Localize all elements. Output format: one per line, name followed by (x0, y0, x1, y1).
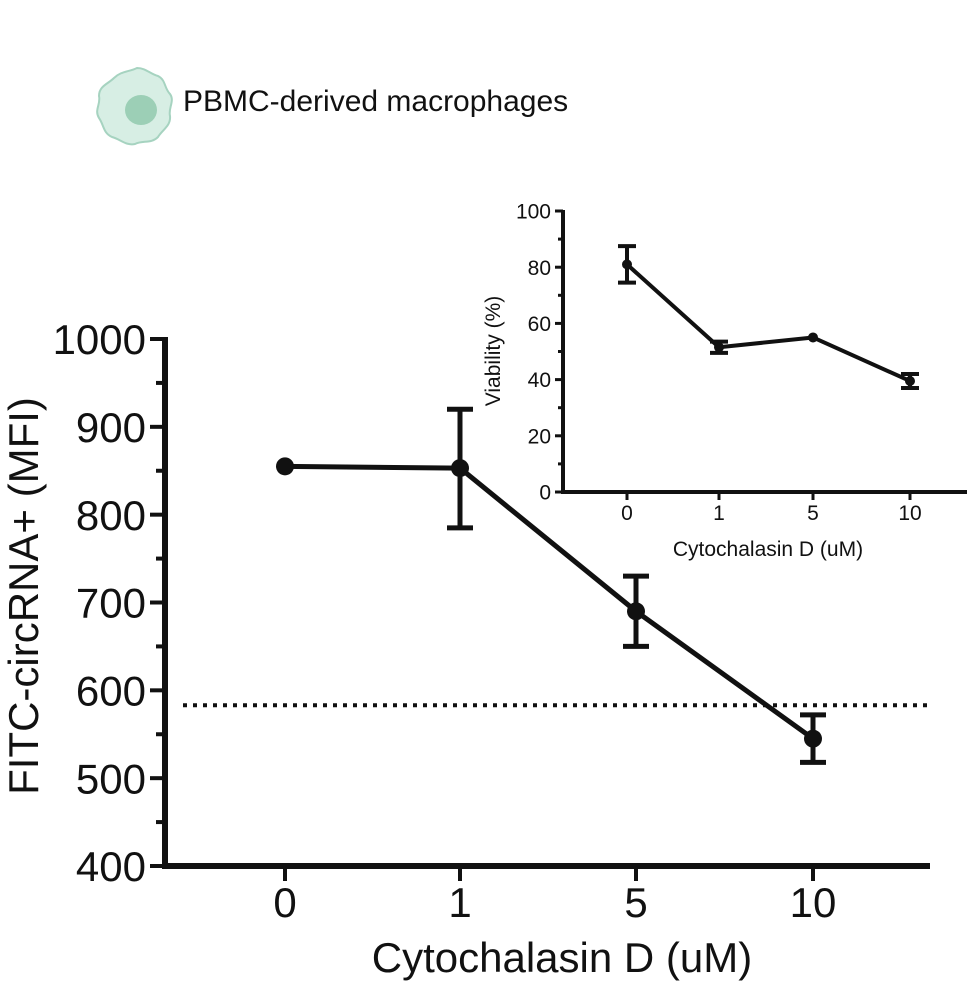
data-point (714, 342, 724, 353)
cell-type-label: PBMC-derived macrophages (183, 85, 569, 118)
y-tick-label: 800 (76, 492, 146, 539)
y-tick-label: 500 (76, 755, 146, 802)
series-line (284, 463, 815, 741)
y-tick-label: 100 (516, 201, 551, 224)
y-axis-title: FITC-circRNA+ (MFI) (0, 397, 47, 795)
data-point (808, 332, 818, 343)
series-line (625, 262, 911, 383)
x-tick-label: 0 (273, 879, 296, 926)
data-point (905, 376, 915, 387)
data-point (804, 729, 822, 748)
x-tick-label: 5 (807, 502, 819, 525)
y-tick-label: 900 (76, 404, 146, 451)
data-point (276, 457, 294, 476)
x-axis-title: Cytochalasin D (uM) (673, 538, 863, 561)
x-axis-title: Cytochalasin D (uM) (372, 934, 752, 981)
cell-nucleus (125, 95, 157, 125)
data-point (451, 459, 469, 478)
x-tick-label: 10 (790, 879, 837, 926)
data-point (627, 602, 645, 621)
x-tick-label: 1 (448, 879, 471, 926)
y-tick-label: 600 (76, 667, 146, 714)
y-tick-label: 20 (528, 425, 551, 448)
y-axis-title: Viability (%) (482, 296, 505, 406)
y-tick-label: 0 (539, 482, 551, 505)
y-tick-label: 1000 (53, 316, 146, 363)
y-tick-label: 400 (76, 843, 146, 890)
x-tick-label: 1 (713, 502, 725, 525)
y-tick-label: 700 (76, 580, 146, 627)
y-tick-label: 40 (528, 369, 551, 392)
data-point (622, 259, 632, 270)
x-tick-label: 0 (621, 502, 633, 525)
x-tick-label: 5 (624, 879, 647, 926)
y-tick-label: 80 (528, 257, 551, 280)
x-tick-label: 10 (898, 502, 921, 525)
y-tick-label: 60 (528, 313, 551, 336)
